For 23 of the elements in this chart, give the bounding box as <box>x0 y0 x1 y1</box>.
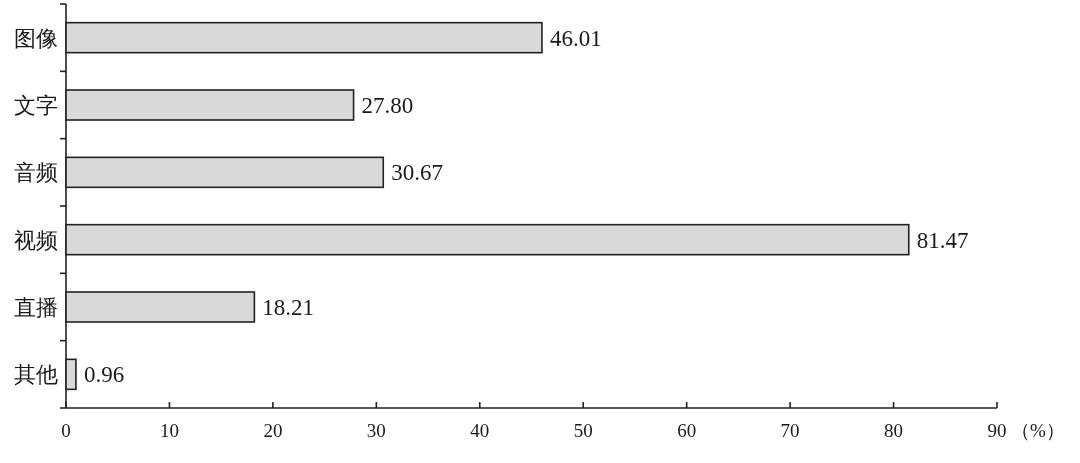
data-label: 30.67 <box>391 160 444 186</box>
x-axis-title: （%） <box>1011 420 1065 441</box>
data-label: 46.01 <box>549 25 602 51</box>
x-tick-label: 80 <box>884 420 904 441</box>
y-tick-label: 视频 <box>14 227 58 253</box>
data-label: 81.47 <box>916 227 969 253</box>
data-label: 18.21 <box>262 295 315 320</box>
y-tick-label: 文字 <box>14 93 58 118</box>
x-tick-label: 20 <box>263 420 283 441</box>
x-tick-label: 40 <box>470 420 490 441</box>
x-tick-label: 60 <box>677 420 697 441</box>
x-tick-label: 50 <box>573 420 593 441</box>
x-tick-label: 70 <box>780 420 800 441</box>
x-tick-label: 10 <box>159 420 179 441</box>
data-label: 27.80 <box>361 93 414 118</box>
y-tick-label: 图像 <box>14 25 58 51</box>
data-label: 0.96 <box>83 362 125 388</box>
y-tick-label: 音频 <box>14 160 58 186</box>
x-tick-label: 30 <box>366 420 386 441</box>
y-tick-label: 其他 <box>14 362 58 388</box>
y-tick-label: 直播 <box>14 295 58 320</box>
x-tick-label: 90 <box>987 420 1007 441</box>
x-tick-label: 0 <box>61 420 71 441</box>
